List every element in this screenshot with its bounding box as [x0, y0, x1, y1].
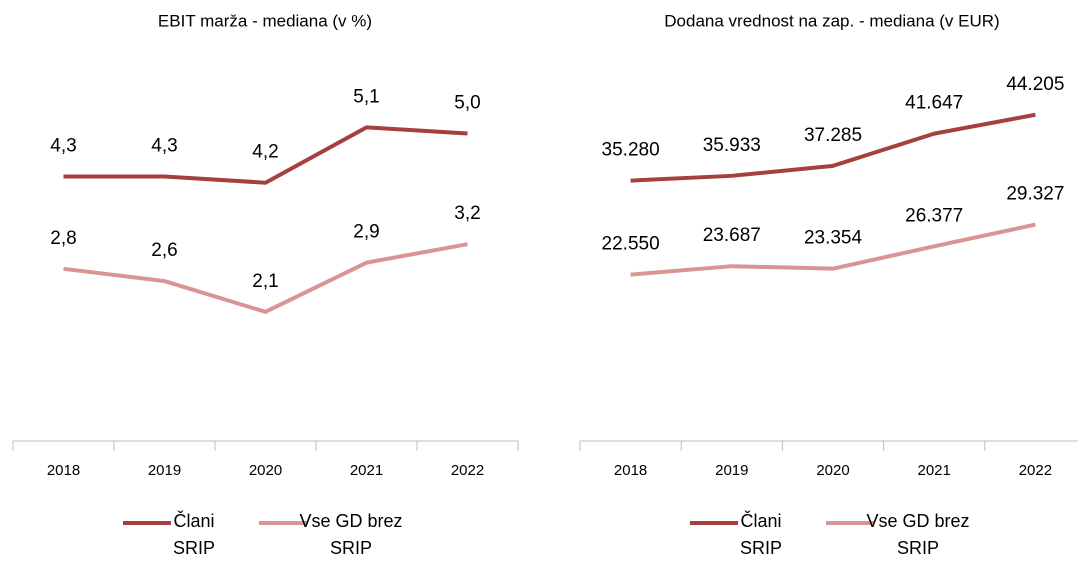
data-label: 37.285 [804, 125, 862, 146]
x-tick-label: 2020 [816, 462, 849, 479]
data-label: 22.550 [602, 234, 660, 255]
data-label: 26.377 [905, 205, 963, 226]
x-tick-label: 2019 [148, 462, 181, 479]
data-label: 5,1 [353, 86, 379, 107]
data-label: 23.687 [703, 225, 761, 246]
x-tick-label: 2021 [350, 462, 383, 479]
data-label: 23.354 [804, 228, 863, 249]
legend-label: Vse GD brez SRIP [299, 511, 403, 558]
x-tick-label: 2022 [451, 462, 484, 479]
data-label: 44.205 [1006, 74, 1064, 95]
x-tick-label: 2022 [1019, 462, 1052, 479]
data-label: 4,3 [50, 136, 76, 157]
x-tick-label: 2018 [614, 462, 647, 479]
series-line [63, 242, 468, 314]
data-label: 2,6 [151, 240, 177, 261]
x-tick-label: 2019 [715, 462, 748, 479]
data-label: 2,9 [353, 222, 379, 243]
x-tick-label: 2021 [918, 462, 951, 479]
data-label: 4,2 [252, 142, 278, 163]
legend-label: Člani SRIP [739, 511, 782, 558]
x-tick-label: 2020 [249, 462, 282, 479]
x-tick-label: 2018 [47, 462, 80, 479]
series-line [630, 112, 1036, 183]
data-label: 41.647 [905, 93, 963, 114]
series-line [630, 222, 1036, 277]
data-label: 35.280 [602, 140, 660, 161]
data-label: 2,1 [252, 271, 278, 292]
data-label: 29.327 [1006, 184, 1064, 205]
data-label: 5,0 [454, 93, 480, 114]
chart-title: Dodana vrednost na zap. - mediana (v EUR… [664, 11, 999, 30]
data-label: 35.933 [703, 135, 761, 156]
series-line [63, 125, 468, 185]
data-label: 4,3 [151, 136, 177, 157]
legend-label: Člani SRIP [172, 511, 215, 558]
chart-title: EBIT marža - mediana (v %) [158, 11, 372, 30]
legend-label: Vse GD brez SRIP [866, 511, 970, 558]
data-label: 2,8 [50, 228, 76, 249]
data-label: 3,2 [454, 203, 480, 224]
